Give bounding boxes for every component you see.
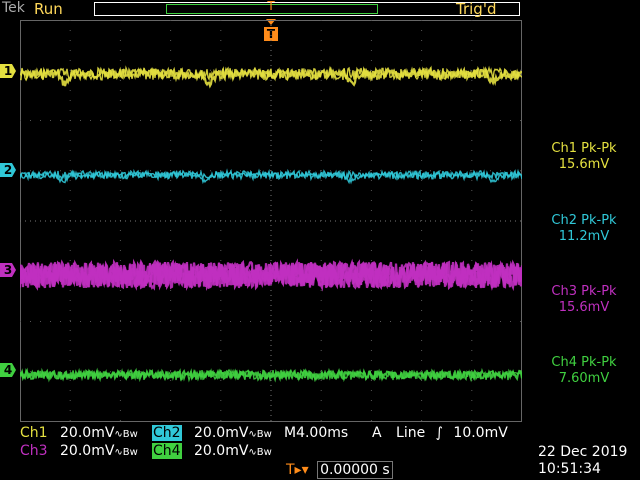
ch1-meas-value: 15.6mV <box>558 157 610 172</box>
time-text: 10:51:34 <box>538 461 601 477</box>
ch3-meas-value: 15.6mV <box>558 300 610 315</box>
trigger-type: Line <box>396 425 426 441</box>
ch4-trace-noise <box>19 367 523 383</box>
ch1-marker[interactable]: 1 <box>0 64 16 78</box>
timebase-readout[interactable]: M4.00ms <box>284 425 349 441</box>
ch3-bw-icon: ∿Bw <box>114 447 138 458</box>
waveform-display[interactable] <box>18 20 524 422</box>
ch4-meas-value: 7.60mV <box>558 371 610 386</box>
ch4-bw-icon: ∿Bw <box>248 447 272 458</box>
ch2-bw-icon: ∿Bw <box>248 429 272 440</box>
trigger-marker-top-label: T <box>267 0 275 13</box>
ch2-meas-value: 11.2mV <box>558 229 610 244</box>
ch3-scale-readout[interactable]: Ch3 20.0mV∿Bw <box>20 443 138 461</box>
ch4-scale-readout[interactable]: Ch4 20.0mV∿Bw <box>152 443 272 461</box>
ch2-trace-noise <box>19 168 523 182</box>
ch1-name: Ch1 <box>20 425 48 441</box>
record-view-window[interactable] <box>166 4 378 14</box>
datetime: 22 Dec 2019 10:51:34 <box>538 444 627 478</box>
graticule <box>18 20 524 422</box>
trigger-position-marker[interactable]: T <box>264 27 278 41</box>
trigger-slope-icon: ∫ <box>435 425 443 441</box>
ch1-measurement: Ch1 Pk-Pk 15.6mV <box>530 141 638 173</box>
ch3-meas-label: Ch3 Pk-Pk <box>551 284 617 299</box>
trigger-position-readout[interactable]: T▸▾ 0.00000 s <box>286 461 393 479</box>
ch3-trace <box>18 258 524 291</box>
ch4-meas-label: Ch4 Pk-Pk <box>551 355 617 370</box>
trigger-marker-label: T <box>266 27 276 41</box>
ch1-bw-icon: ∿Bw <box>114 429 138 440</box>
ch1-marker-label: 1 <box>3 64 13 78</box>
ch4-measurement: Ch4 Pk-Pk 7.60mV <box>530 355 638 387</box>
ch3-measurement: Ch3 Pk-Pk 15.6mV <box>530 284 638 316</box>
ch2-marker-label: 2 <box>3 163 13 177</box>
ch4-marker-label: 4 <box>3 363 13 377</box>
ch3-marker[interactable]: 3 <box>0 263 16 277</box>
ch4-marker[interactable]: 4 <box>0 363 16 377</box>
trigger-readout[interactable]: A Line ∫ 10.0mV <box>372 425 508 442</box>
ch2-scale: 20.0mV <box>194 425 249 441</box>
trigger-position-marker-top[interactable]: T <box>264 0 278 12</box>
ch2-measurement: Ch2 Pk-Pk 11.2mV <box>530 213 638 245</box>
ch3-marker-label: 3 <box>3 263 13 277</box>
record-length-bar[interactable] <box>94 2 520 16</box>
trigger-position-icon: T▸▾ <box>286 462 309 478</box>
ch4-name: Ch4 <box>152 443 182 459</box>
ch1-scale-readout[interactable]: Ch1 20.0mV∿Bw <box>20 425 138 443</box>
ch4-scale: 20.0mV <box>194 443 249 459</box>
run-state[interactable]: Run <box>34 0 63 18</box>
ch3-scale: 20.0mV <box>60 443 115 459</box>
ch1-meas-label: Ch1 Pk-Pk <box>551 141 617 156</box>
trigger-position-value: 0.00000 s <box>317 461 393 479</box>
trigger-state: Trig'd <box>456 0 497 18</box>
ch2-scale-readout[interactable]: Ch2 20.0mV∿Bw <box>152 425 272 443</box>
ch1-scale: 20.0mV <box>60 425 115 441</box>
ch2-meas-label: Ch2 Pk-Pk <box>551 213 617 228</box>
trigger-source: A <box>372 425 382 441</box>
status-bar: Tek Run Trig'd <box>0 0 640 20</box>
ch3-name: Ch3 <box>20 443 48 459</box>
trigger-arrow-icon <box>266 19 276 25</box>
ch1-trace-noise <box>19 65 523 83</box>
brand-logo: Tek <box>2 0 25 16</box>
ch2-marker[interactable]: 2 <box>0 163 16 177</box>
ch2-name: Ch2 <box>152 425 182 441</box>
trigger-level: 10.0mV <box>453 425 508 441</box>
date-text: 22 Dec 2019 <box>538 444 628 460</box>
